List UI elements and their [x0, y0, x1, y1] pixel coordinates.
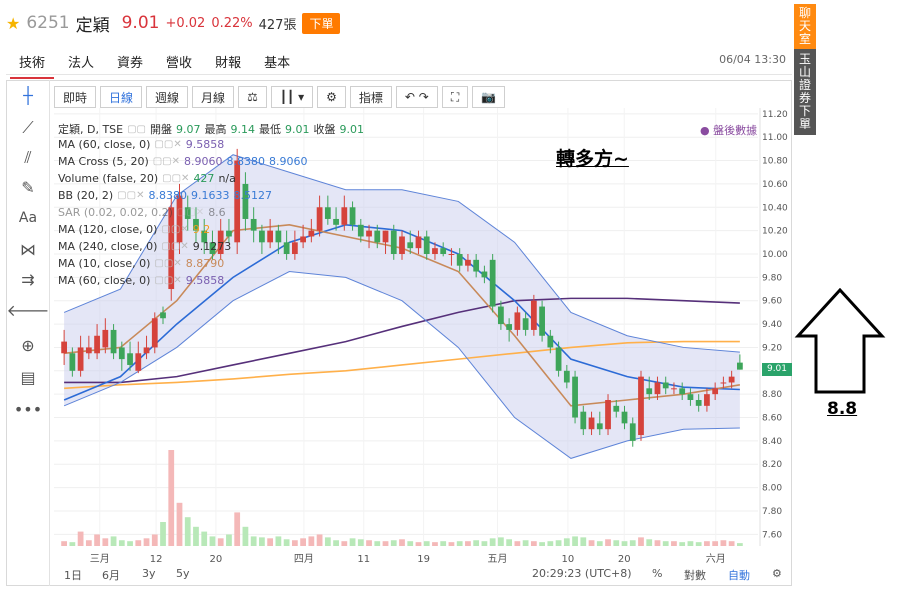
range-6m[interactable]: 6月 [102, 569, 120, 582]
chart-settings-icon[interactable]: ⚙ [772, 567, 782, 580]
legend-ma60b: MA (60, close, 0) ▢▢✕ 9.5858 [58, 274, 225, 287]
clock: 20:29:23 (UTC+8) [532, 567, 632, 580]
favorite-star-icon[interactable]: ★ [6, 13, 21, 33]
annotation-text: 轉多方~ [556, 148, 629, 170]
datetime: 06/04 13:30 [719, 53, 786, 66]
tab-institutional[interactable]: 法人 [68, 56, 95, 71]
up-arrow-icon [794, 288, 886, 394]
chart-toolbar: 即時 日線 週線 月線 ⚖ ┃┃ ▾ ⚙ 指標 ↶ ↷ ⛶ 📷 [54, 86, 506, 108]
price-change-pct: 0.22% [211, 15, 253, 31]
range-5y[interactable]: 5y [176, 567, 190, 580]
legend-volume: Volume (false, 20) ▢▢✕ 427 n/a [58, 172, 236, 185]
last-price-tag: 9.01 [762, 363, 792, 376]
zoom-icon[interactable]: ⊕ [21, 336, 35, 355]
legend-macross: MA Cross (5, 20) ▢▢✕ 8.9060 8.8380 8.9060 [58, 155, 308, 168]
stock-price: 9.01 [121, 13, 160, 33]
indicators-button[interactable]: 指標 [349, 86, 392, 108]
percent-toggle[interactable]: % [652, 567, 663, 580]
trend-line-icon[interactable]: ⟋ [22, 118, 34, 137]
pattern-icon[interactable]: ⋈ [20, 240, 36, 259]
price-change: +0.02 [165, 15, 206, 31]
brush-icon[interactable]: ✎ [21, 178, 35, 197]
arrow-left-icon[interactable]: 🡐 [6, 301, 50, 320]
text-icon[interactable]: Aa [18, 210, 38, 226]
legend-ma10: MA (10, close, 0) ▢▢✕ 8.8790 [58, 257, 225, 270]
chat-room-button[interactable]: 聊天室 [794, 4, 816, 49]
crosshair-icon[interactable]: ┼ [23, 86, 33, 105]
legend-ma120: MA (120, close, 0) ▢▢✕ 9.2 [58, 223, 211, 236]
undo-redo-icon[interactable]: ↶ ↷ [395, 86, 438, 108]
tab-weekly[interactable]: 週線 [146, 86, 189, 108]
main-tabs: 技術 法人 資券 營收 財報 基本 [10, 50, 304, 79]
scale-icon[interactable]: ⚖ [238, 86, 267, 108]
log-toggle[interactable]: 對數 [684, 569, 706, 582]
measure-icon[interactable]: ⇉ [21, 270, 35, 289]
auto-toggle[interactable]: 自動 [728, 569, 750, 582]
tab-margin[interactable]: 資券 [117, 56, 144, 71]
camera-icon[interactable]: 📷 [472, 86, 506, 108]
fullscreen-icon[interactable]: ⛶ [441, 86, 469, 108]
arrow-value: 8.8 [827, 399, 858, 419]
trade-volume: 427張 [258, 17, 297, 33]
tab-daily[interactable]: 日線 [100, 86, 143, 108]
range-1d[interactable]: 1日 [64, 569, 82, 582]
tab-technical[interactable]: 技術 [10, 50, 55, 79]
stock-header: ★ 6251 定穎 9.01 +0.02 0.22% 427張 下單 [6, 8, 341, 38]
stock-name: 定穎 [75, 15, 110, 36]
legend-main: 定穎, D, TSE ▢▢ 開盤 9.07 最高 9.14 最低 9.01 收盤 9.01 [58, 122, 365, 137]
order-button[interactable]: 下單 [302, 12, 341, 34]
tab-intraday[interactable]: 即時 [54, 86, 97, 108]
tab-basic[interactable]: 基本 [264, 56, 291, 71]
chart-frame [6, 80, 792, 586]
bottom-bar: 1日 6月 3y 5y 20:29:23 (UTC+8) % 對數 自動 ⚙ [54, 566, 788, 584]
broker-order-button[interactable]: 玉山證券下單 [794, 49, 816, 135]
indicators-label: 指標 [358, 90, 383, 105]
post-market-data[interactable]: ● 盤後數據 [700, 124, 758, 137]
tab-financials[interactable]: 財報 [215, 56, 242, 71]
settings-icon[interactable]: ⚙ [317, 86, 346, 108]
fib-icon[interactable]: ⫽ [24, 148, 32, 167]
legend-ma240: MA (240, close, 0) ▢▢✕ 9.1273 [58, 240, 232, 253]
ruler-icon[interactable]: ▤ [20, 368, 36, 387]
tab-revenue[interactable]: 營收 [166, 56, 193, 71]
legend-sar: SAR (0.02, 0.02, 0.2) ▢▢✕ 8.6 [58, 206, 226, 219]
tab-monthly[interactable]: 月線 [192, 86, 235, 108]
drawing-toolbar: ┼ ⟋ ⫽ ✎ Aa ⋈ ⇉ 🡐 ⊕ ▤ ••• [6, 80, 50, 586]
more-icon[interactable]: ••• [13, 400, 43, 419]
legend-bb: BB (20, 2) ▢▢✕ 8.8380 9.1633 8.5127 [58, 189, 272, 202]
chat-panel[interactable]: 聊天室 玉山證券下單 [794, 4, 816, 135]
stock-code: 6251 [26, 13, 70, 33]
range-3y[interactable]: 3y [142, 567, 156, 580]
candle-type-icon[interactable]: ┃┃ ▾ [270, 86, 314, 108]
legend-ma60: MA (60, close, 0) ▢▢✕ 9.5858 [58, 138, 225, 151]
